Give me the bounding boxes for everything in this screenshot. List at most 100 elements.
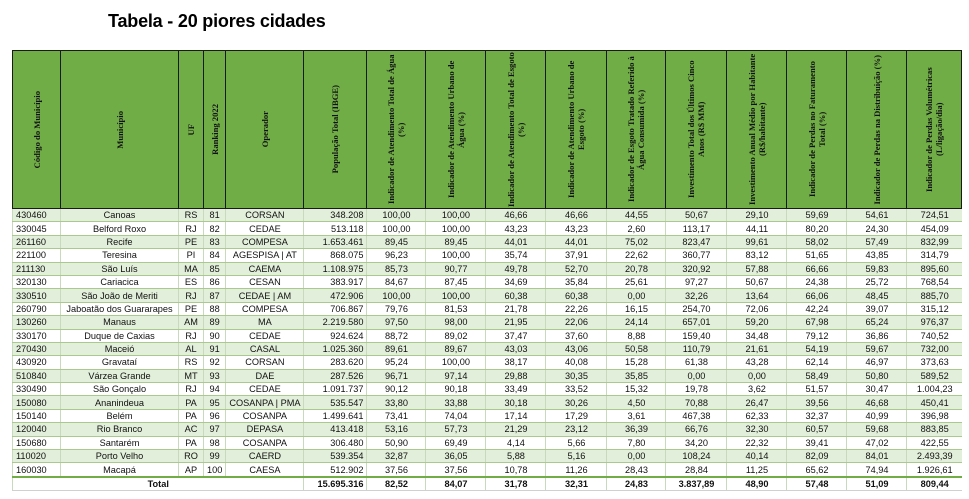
column-header: Indicador de Atendimento Total de Água (… [366,50,427,209]
table-cell: 22,62 [606,248,666,263]
table-cell: Maceió [60,342,179,357]
total-cell: 3.837,89 [665,475,727,492]
table-cell: 160030 [12,462,61,478]
table-cell: 100,00 [425,208,486,223]
table-cell: 283.620 [303,355,367,370]
table-cell: 306.480 [303,436,367,451]
table-cell: 28,43 [606,462,666,478]
table-cell: 1.926,61 [906,462,962,478]
table-row: 430920 Gravataí RS 92 CORSAN 283.620 95,24 100,… [12,355,962,370]
table-cell: 89,45 [366,235,426,250]
table-cell: AP [178,462,204,478]
table-cell: 539.354 [303,449,367,464]
table-cell: 1.499.641 [303,409,367,424]
column-header-label: Indicador de Atendimento Total de Esgoto… [505,52,526,207]
table-cell: 74,04 [425,409,486,424]
table-cell: 150140 [12,409,61,424]
table-cell: COSANPA [225,436,304,451]
table-cell: 768,54 [906,275,962,290]
table-cell: MA [178,262,204,276]
table-cell: 22,32 [726,436,787,451]
table-cell: 315,12 [906,302,962,317]
column-header-label: Ranking 2022 [209,104,220,155]
column-header-label: Indicador de Perdas no Faturamento Total… [806,61,827,198]
table-cell: 89,61 [366,342,426,357]
table-cell: Manaus [60,315,179,330]
table-cell: 88,72 [366,329,426,343]
table-cell: 130260 [12,315,61,330]
table-cell: 15,32 [606,382,666,397]
total-cell: 809,44 [906,475,962,492]
table-cell: 98 [202,436,226,451]
table-cell: 348.208 [303,208,367,223]
table-cell: CEDAE [225,329,304,343]
table-cell: 60,38 [485,288,546,303]
table-cell: 57,88 [726,262,787,276]
table-cell: 33,52 [545,382,607,397]
column-header-label: Operador [259,111,270,148]
table-cell: 5,66 [545,436,607,451]
table-cell: 66,76 [665,422,727,437]
table-cell: 84 [202,248,226,263]
table-cell: 25,61 [606,275,666,290]
column-header-label: Código do Município [31,90,42,169]
table-cell: 260790 [12,302,61,317]
table-cell: 86 [202,275,226,290]
table-cell: 254,70 [665,302,727,317]
table-cell: Teresina [60,248,179,263]
table-cell: 2,60 [606,221,666,236]
table-cell: 46,68 [846,395,907,410]
table-row: 120040 Rio Branco AC 97 DEPASA 413.418 53,16 57… [12,422,962,437]
table-cell: 85,73 [366,262,426,276]
table-cell: 589,52 [906,369,962,384]
table-cell: 32,26 [665,288,727,303]
table-cell: 39,07 [846,302,907,317]
table-cell: 150080 [12,395,61,410]
table-cell: AL [178,342,204,357]
table-cell: 60,38 [545,288,607,303]
table-cell: PE [178,235,204,250]
table-cell: 43,23 [485,221,546,236]
table-cell: 62,14 [786,355,847,370]
table-cell: 43,85 [846,248,907,263]
table-cell: 24,38 [786,275,847,290]
column-header: Indicador de Atendimento Urbano de Esgot… [545,50,608,209]
table-cell: Jaboatão dos Guararapes [60,302,179,317]
table-cell: 59,83 [846,262,907,276]
table-cell: 3,61 [606,409,666,424]
table-cell: 40,14 [726,449,787,464]
table-cell: 24,14 [606,315,666,330]
table-cell: 1.091.737 [303,382,367,397]
table-cell: 535.547 [303,395,367,410]
table-cell: 84,67 [366,275,426,290]
table-cell: 740,52 [906,329,962,343]
table-cell: São Luís [60,262,179,276]
table-cell: CEDAE [225,221,304,236]
column-header: Investimento Total dos Últimos Cinco Ano… [665,50,728,209]
table-cell: 36,39 [606,422,666,437]
table-cell: São Gonçalo [60,382,179,397]
table-cell: 2.219.580 [303,315,367,330]
table-cell: 512.902 [303,462,367,478]
table-cell: 99,61 [726,235,787,250]
table-cell: 89,45 [425,235,486,250]
table-cell: 885,70 [906,288,962,303]
table-cell: RS [178,355,204,370]
table-cell: 32,87 [366,449,426,464]
table-cell: 100 [202,462,226,478]
table-cell: 8,88 [606,329,666,343]
table-cell: 89 [202,315,226,330]
table-cell: Duque de Caxias [60,329,179,343]
table-cell: 90,77 [425,262,486,276]
table-cell: 50,80 [846,369,907,384]
table-row: 261160 Recife PE 83 COMPESA 1.653.461 89,45 89,… [12,235,962,250]
column-header-label: Município [114,110,125,149]
table-cell: 44,01 [545,235,607,250]
table-cell: 49,78 [485,262,546,276]
table-cell: ES [178,275,204,290]
table-cell: 32,30 [726,422,787,437]
table-cell: 110,79 [665,342,727,357]
table-cell: 211130 [12,262,61,276]
table-cell: 732,00 [906,342,962,357]
table-cell: 70,88 [665,395,727,410]
